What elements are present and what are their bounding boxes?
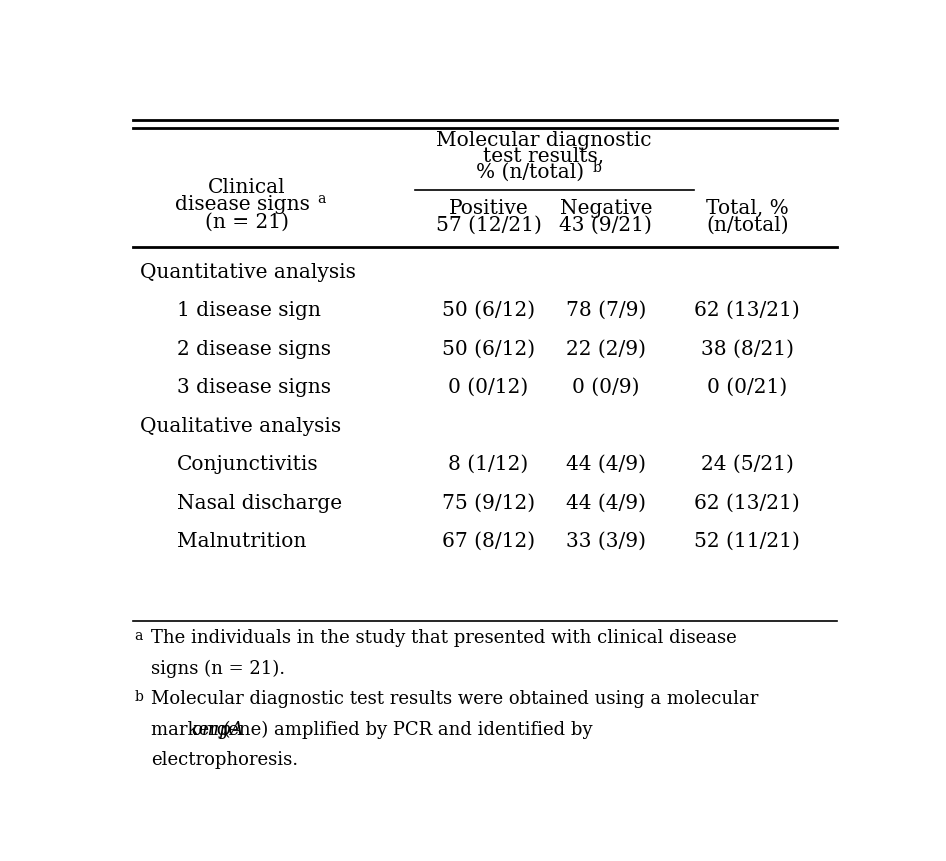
Text: 22 (2/9): 22 (2/9) (566, 339, 646, 358)
Text: 43 (9/21): 43 (9/21) (559, 216, 652, 235)
Text: Conjunctivitis: Conjunctivitis (177, 455, 319, 474)
Text: 24 (5/21): 24 (5/21) (701, 455, 794, 474)
Text: 78 (7/9): 78 (7/9) (566, 300, 646, 320)
Text: b: b (134, 690, 143, 703)
Text: marker (: marker ( (151, 720, 231, 738)
Text: 50 (6/12): 50 (6/12) (442, 339, 535, 358)
Text: Quantitative analysis: Quantitative analysis (140, 263, 356, 282)
Text: Total, %: Total, % (706, 199, 789, 218)
Text: ompA: ompA (191, 720, 244, 738)
Text: % (n/total): % (n/total) (476, 163, 585, 182)
Text: b: b (592, 160, 602, 174)
Text: Molecular diagnostic: Molecular diagnostic (436, 131, 651, 150)
Text: (n = 21): (n = 21) (204, 212, 289, 231)
Text: a: a (317, 192, 325, 206)
Text: Molecular diagnostic test results were obtained using a molecular: Molecular diagnostic test results were o… (151, 690, 759, 708)
Text: 67 (8/12): 67 (8/12) (442, 531, 535, 550)
Text: 2 disease signs: 2 disease signs (177, 339, 331, 358)
Text: 44 (4/9): 44 (4/9) (566, 455, 646, 474)
Text: 44 (4/9): 44 (4/9) (566, 493, 646, 512)
Text: test results,: test results, (482, 147, 604, 166)
Text: 57 (12/21): 57 (12/21) (435, 216, 541, 235)
Text: gene) amplified by PCR and identified by: gene) amplified by PCR and identified by (211, 720, 592, 738)
Text: Clinical: Clinical (208, 177, 286, 196)
Text: 52 (11/21): 52 (11/21) (694, 531, 800, 550)
Text: 0 (0/9): 0 (0/9) (572, 378, 639, 397)
Text: 0 (0/12): 0 (0/12) (448, 378, 529, 397)
Text: 50 (6/12): 50 (6/12) (442, 300, 535, 320)
Text: 62 (13/21): 62 (13/21) (694, 493, 800, 512)
Text: 62 (13/21): 62 (13/21) (694, 300, 800, 320)
Text: disease signs: disease signs (175, 195, 310, 214)
Text: Qualitative analysis: Qualitative analysis (140, 416, 342, 435)
Text: 1 disease sign: 1 disease sign (177, 300, 321, 320)
Text: signs (n = 21).: signs (n = 21). (151, 659, 286, 677)
Text: The individuals in the study that presented with clinical disease: The individuals in the study that presen… (151, 629, 737, 647)
Text: electrophoresis.: electrophoresis. (151, 751, 298, 768)
Text: 75 (9/12): 75 (9/12) (442, 493, 535, 512)
Text: 0 (0/21): 0 (0/21) (708, 378, 787, 397)
Text: Malnutrition: Malnutrition (177, 531, 307, 550)
Text: 8 (1/12): 8 (1/12) (448, 455, 529, 474)
Text: Nasal discharge: Nasal discharge (177, 493, 342, 512)
Text: 38 (8/21): 38 (8/21) (701, 339, 794, 358)
Text: (n/total): (n/total) (706, 216, 789, 235)
Text: Negative: Negative (559, 199, 652, 218)
Text: 3 disease signs: 3 disease signs (177, 378, 331, 397)
Text: 33 (3/9): 33 (3/9) (566, 531, 646, 550)
Text: Positive: Positive (448, 199, 529, 218)
Text: a: a (134, 629, 143, 642)
